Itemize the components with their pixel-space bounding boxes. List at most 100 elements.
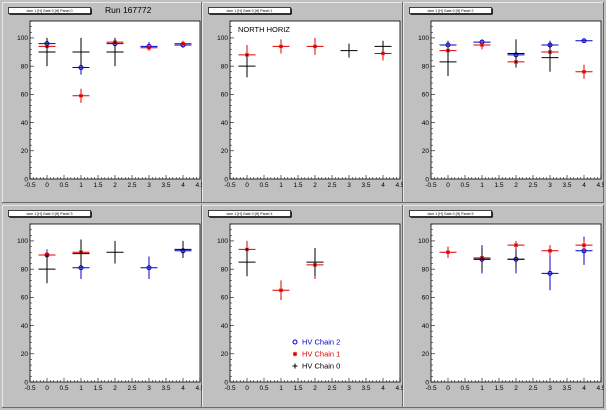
data-point	[238, 247, 256, 277]
star-marker	[180, 41, 186, 46]
x-tick-label: 1.5	[293, 385, 302, 392]
legend-entry: HV Chain 0	[292, 362, 340, 371]
y-tick-label: 40	[422, 323, 430, 330]
x-tick-label: 0.5	[59, 182, 68, 189]
y-axis: 0 20 40 60 80 100	[217, 223, 234, 386]
panel-title: dcm 1 [H] Gate 0 [H] Panel 2	[409, 7, 493, 15]
y-tick-label: 100	[17, 238, 28, 245]
open-circle-marker	[547, 270, 553, 276]
panel-title: dcm 1 [H] Gate 0 [H] Panel 0	[8, 7, 92, 15]
plot-frame-border	[29, 223, 201, 383]
series-hv-chain-1	[439, 239, 593, 263]
star-marker	[581, 69, 587, 74]
x-tick-label: -0.5	[24, 182, 36, 189]
x-tick-label: 3	[347, 182, 351, 189]
y-tick-label: 40	[221, 120, 229, 127]
y-tick-label: 0	[224, 176, 228, 183]
y-tick-label: 20	[221, 351, 229, 358]
open-circle-marker	[581, 38, 587, 44]
data-point	[306, 247, 324, 277]
x-tick-label: -0.5	[24, 385, 36, 392]
data-point	[374, 46, 392, 61]
x-tick-label: 1	[279, 182, 283, 189]
x-tick-label: 2.5	[127, 182, 136, 189]
y-tick-label: 100	[418, 238, 429, 245]
star-marker	[445, 250, 451, 255]
x-tick-label: 0.5	[259, 182, 268, 189]
title-box	[409, 210, 492, 217]
data-point	[507, 240, 525, 250]
x-tick-label: 2	[313, 385, 317, 392]
y-tick-label: 100	[217, 238, 228, 245]
x-tick-label: -0.5	[425, 182, 437, 189]
x-axis: -0.500.511.522.533.544.5	[24, 175, 202, 189]
plot-panel-2: dcm 1 [H] Gate 0 [H] Panel 1-0.5 0 0.5 1 1.5…	[202, 2, 403, 203]
data-point	[541, 256, 559, 291]
legend-label: HV Chain 0	[302, 362, 340, 371]
y-tick-label: 40	[21, 323, 29, 330]
y-tick-label: 20	[221, 148, 229, 155]
y-tick-label: 20	[21, 351, 29, 358]
data-point	[174, 40, 192, 47]
plot-panel-6: dcm 1 [H] Gate 0 [H] Panel 5-0.5 0 0.5 1 1.5…	[403, 205, 604, 408]
x-tick-label: 4.5	[395, 182, 403, 189]
series-hv-chain-0	[439, 39, 559, 77]
title-box	[8, 7, 91, 14]
x-tick-label: 0.5	[259, 385, 268, 392]
y-tick-label: 40	[221, 323, 229, 330]
title-box	[8, 210, 91, 217]
x-tick-label: -0.5	[224, 385, 236, 392]
series-hv-chain-0	[38, 239, 192, 284]
plot-frame-border	[430, 223, 602, 383]
data-point	[238, 54, 256, 78]
panel-title-text: dcm 1 [H] Gate 0 [H] Panel 5	[428, 212, 474, 216]
panel-annotation: Run 167772	[105, 5, 152, 15]
series-hv-chain-0	[38, 37, 124, 67]
panel-title: dcm 1 [H] Gate 0 [H] Panel 4	[208, 210, 292, 218]
legend-entry: HV Chain 2	[292, 338, 340, 347]
plot-panel-4: dcm 1 [H] Gate 0 [H] Panel 3-0.5 0 0.5 1 1.5…	[2, 205, 202, 408]
panel-title: dcm 1 [H] Gate 0 [H] Panel 1	[208, 7, 292, 15]
x-tick-label: 4	[582, 182, 586, 189]
x-tick-label: 0	[245, 385, 249, 392]
x-tick-label: 4	[181, 385, 185, 392]
data-point	[541, 43, 559, 72]
x-tick-label: 2.5	[528, 385, 537, 392]
plot-panel-5: dcm 1 [H] Gate 0 [H] Panel 4-0.5 0 0.5 1 1.5…	[202, 205, 403, 408]
x-tick-label: -0.5	[224, 182, 236, 189]
x-tick-label: 3	[548, 385, 552, 392]
x-tick-label: 0	[446, 385, 450, 392]
star-marker	[278, 288, 284, 293]
x-tick-label: 3.5	[161, 182, 170, 189]
y-tick-label: 60	[21, 295, 29, 302]
x-tick-label: 2	[113, 182, 117, 189]
star-marker	[547, 248, 553, 254]
data-point	[575, 38, 593, 44]
x-tick-label: 0	[45, 182, 49, 189]
data-point	[541, 245, 559, 257]
data-point	[106, 240, 124, 264]
y-tick-label: 0	[425, 379, 429, 386]
y-tick-label: 0	[24, 379, 28, 386]
x-tick-label: 2	[514, 182, 518, 189]
y-tick-label: 100	[418, 35, 429, 42]
y-tick-label: 80	[21, 266, 29, 273]
star-marker	[581, 242, 587, 248]
x-tick-label: 0.5	[460, 182, 469, 189]
data-point	[473, 40, 491, 50]
y-tick-label: 20	[21, 148, 29, 155]
panel-title-text: dcm 1 [H] Gate 0 [H] Panel 0	[27, 9, 73, 13]
y-tick-label: 80	[221, 63, 229, 70]
data-point	[140, 256, 158, 280]
x-tick-label: 2	[514, 385, 518, 392]
legend: HV Chain 2 HV Chain 1 HV Chain 0	[292, 338, 340, 371]
data-point	[38, 255, 56, 284]
x-tick-label: 3.5	[361, 385, 370, 392]
data-point	[439, 246, 457, 258]
x-tick-label: 3	[147, 385, 151, 392]
data-point	[140, 44, 158, 51]
data-point	[575, 239, 593, 251]
y-tick-label: 20	[422, 351, 430, 358]
x-tick-label: 0.5	[460, 385, 469, 392]
